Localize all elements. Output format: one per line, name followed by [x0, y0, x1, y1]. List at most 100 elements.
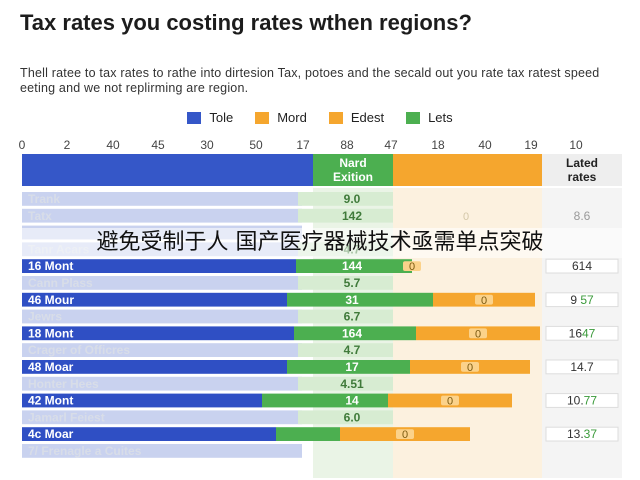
lets-bar: [262, 393, 388, 408]
lets-value-label: 4.7: [344, 343, 361, 357]
lets-bar-light: [298, 192, 393, 206]
x-tick-label: 2: [63, 138, 71, 152]
x-tick-label: 30: [200, 138, 214, 152]
legend-label-mord: Mord: [277, 110, 307, 125]
row-band-light: [22, 444, 302, 458]
header-right-band: [542, 154, 622, 186]
x-tick-label: 40: [478, 138, 492, 152]
legend-item-tole: Tole: [187, 110, 233, 125]
edest-value-label: 0: [475, 328, 481, 340]
tole-bar: [22, 326, 294, 341]
right-value-cell: [545, 258, 619, 274]
chart-title: Tax rates you costing rates wthen region…: [20, 10, 472, 35]
legend-item-edest: Edest: [328, 110, 385, 125]
right-value-cell: [545, 426, 619, 442]
lets-bar-light: [298, 343, 393, 357]
legend-swatch-edest: [328, 111, 343, 124]
x-tick-label: 19: [524, 138, 538, 152]
tole-bar: [22, 360, 287, 374]
x-tick-label: 47: [384, 138, 398, 152]
tole-bar: [22, 259, 296, 273]
row-band-light: [22, 276, 302, 290]
row-label: Trank: [28, 192, 60, 206]
lets-bar-light: [298, 276, 393, 290]
row-label: 7/ Frenagle a Cuites: [28, 444, 142, 458]
row-band-light: [22, 208, 302, 223]
lets-bar-light: [298, 208, 393, 223]
row-band-light: [22, 410, 302, 425]
tole-bar: [22, 427, 276, 441]
edest-value-label: 0: [447, 396, 453, 408]
row-label: 48 Moar: [28, 360, 74, 374]
right-value-cell: [545, 359, 619, 375]
lets-bar: [296, 259, 412, 273]
lets-value-label: 164: [342, 326, 362, 340]
header-green-label: Exition: [333, 170, 373, 184]
legend-item-mord: Mord: [255, 110, 307, 125]
right-value-cell: [545, 292, 619, 308]
right-value-label: 14.7: [570, 360, 594, 374]
legend-swatch-mord: [255, 111, 270, 124]
x-tick-label: 40: [106, 138, 120, 152]
lets-bar: [294, 326, 416, 341]
header-right-label: rates: [568, 170, 597, 184]
x-tick-label: 45: [151, 138, 165, 152]
header-orange-band: [393, 154, 542, 186]
right-value-label: 9 57: [570, 293, 594, 307]
right-value-label: 8.6: [574, 209, 591, 223]
lets-bar: [287, 360, 410, 374]
right-value-label: 614: [572, 259, 592, 273]
edest-value-label: 0: [402, 429, 408, 441]
right-value-cell: [545, 393, 619, 408]
tole-bar: [22, 393, 262, 408]
row-label: 42 Mont: [28, 394, 73, 408]
edest-value-badge: [475, 294, 493, 305]
right-value-label: 1647: [569, 326, 596, 340]
legend: Tole Mord Edest Lets: [0, 110, 640, 125]
x-tick-label: 50: [249, 138, 263, 152]
legend-label-tole: Tole: [209, 110, 234, 125]
header-right-label: Lated: [566, 156, 598, 170]
edest-value-badge: [461, 362, 479, 372]
row-label: Crager of Officres: [28, 343, 130, 357]
row-band-light: [22, 343, 302, 357]
row-label: Tatx: [28, 209, 52, 223]
legend-label-lets: Lets: [428, 110, 453, 125]
lets-value-label: 5.7: [344, 276, 361, 290]
edest-value-label: 0: [409, 261, 415, 273]
row-band-light: [22, 192, 302, 206]
header-green-band: [313, 154, 393, 186]
lets-bar-light: [298, 376, 393, 391]
x-tick-label: 17: [296, 138, 310, 152]
header-green-label: Nard: [339, 156, 366, 170]
right-value-label: 10.77: [567, 394, 597, 408]
legend-item-lets: Lets: [406, 110, 453, 125]
lets-value-label: 31: [345, 293, 359, 307]
lets-value-label: 4.51: [340, 377, 364, 391]
lets-value-label: 17: [345, 360, 359, 374]
legend-swatch-lets: [406, 111, 421, 124]
row-band-light: [22, 376, 302, 391]
x-tick-label: 88: [340, 138, 354, 152]
row-label: Cann Plass: [28, 276, 93, 290]
overlay-banner: 避免受制于人 国产医疗器械技术亟需单点突破: [0, 228, 640, 258]
row-label: Jewrs: [28, 310, 62, 324]
row-label: 18 Mont: [28, 326, 73, 340]
lets-value-label: 144: [342, 259, 362, 273]
legend-label-edest: Edest: [350, 110, 385, 125]
lets-bar: [287, 292, 433, 307]
lets-value-label: 6.7: [344, 310, 361, 324]
lets-bar: [276, 427, 340, 441]
x-tick-label: 10: [569, 138, 583, 152]
legend-swatch-tole: [187, 111, 202, 124]
header-blue-band: [22, 154, 313, 186]
edest-value-badge: [403, 261, 421, 271]
tole-bar: [22, 292, 287, 307]
x-tick-label: 0: [18, 138, 26, 152]
lets-value-label: 14: [345, 394, 359, 408]
row-band-light: [22, 309, 302, 324]
row-label: Honter Hees: [28, 377, 99, 391]
right-value-cell: [545, 325, 619, 341]
edest-value-badge: [396, 429, 414, 439]
